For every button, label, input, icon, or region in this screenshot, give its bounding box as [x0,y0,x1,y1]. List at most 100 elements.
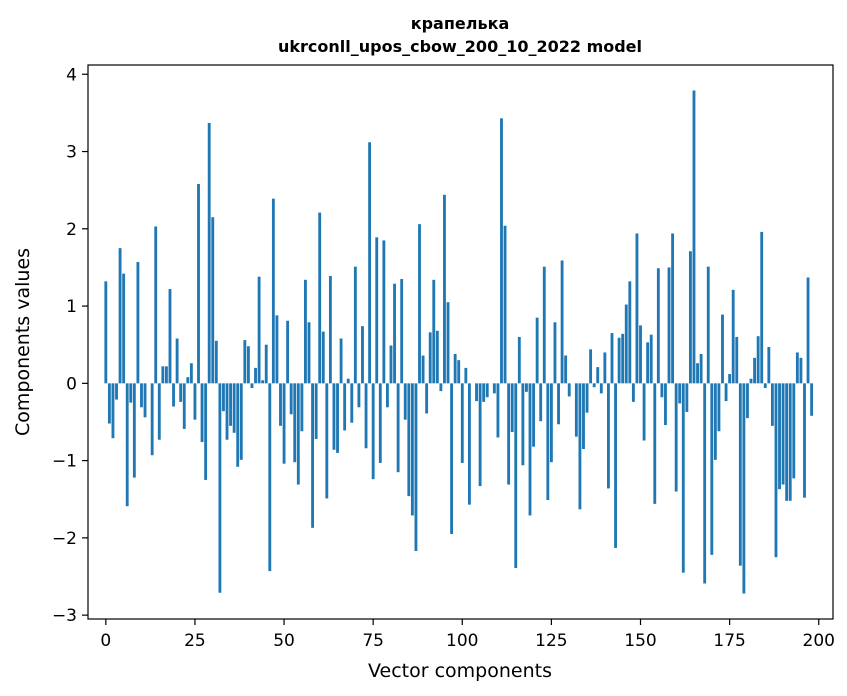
bar-43 [257,276,261,384]
y-axis-ticks: −3 −2 −1 0 1 2 3 4 [52,65,88,626]
bar-61 [321,331,325,384]
bar-85 [407,383,411,497]
bar-142 [610,333,614,384]
bar-102 [467,383,471,505]
y-tick-label: −3 [52,606,77,626]
bar-194 [795,352,799,384]
bar-183 [756,336,760,384]
bar-136 [589,349,593,384]
bar-38 [239,383,243,460]
bar-122 [539,383,543,422]
bar-74 [368,142,372,384]
bar-181 [749,378,753,384]
bar-190 [781,383,785,485]
bar-127 [557,383,560,425]
bar-94 [439,383,443,392]
bar-68 [346,378,350,384]
bar-104 [475,383,478,402]
y-tick-label: 3 [66,143,77,163]
bar-123 [542,266,546,384]
bar-198 [810,383,814,416]
bar-3 [115,383,118,400]
bar-132 [574,383,578,437]
bar-157 [664,383,667,426]
bar-93 [435,330,439,384]
bar-173 [721,314,724,384]
bar-49 [279,383,282,426]
bar-63 [328,275,332,384]
bar-121 [535,317,539,384]
bar-70 [353,266,357,384]
bar-80 [389,345,393,384]
bar-10 [140,383,143,408]
y-tick-label: 1 [66,297,77,317]
y-tick-label: 2 [66,220,77,240]
bar-46 [268,383,272,572]
bar-73 [364,383,368,449]
bar-156 [660,383,664,398]
bar-191 [785,383,789,501]
bar-158 [667,267,671,384]
bar-110 [496,383,500,438]
bar-196 [803,383,806,498]
chart-title-line1: крапелька [411,14,510,33]
bar-82 [396,383,400,473]
bar-112 [503,225,507,384]
bar-21 [179,383,183,402]
bar-13 [150,383,154,456]
x-tick-label: 175 [713,631,745,651]
bar-128 [560,260,564,384]
bar-166 [696,363,699,384]
bar-106 [482,383,486,402]
bar-92 [432,279,436,384]
x-tick-label: 25 [184,631,206,651]
x-tick-label: 50 [273,631,295,651]
bar-182 [753,357,757,384]
bar-163 [685,383,689,412]
bar-159 [671,233,675,384]
bar-171 [713,383,717,460]
bar-135 [585,383,589,413]
bar-27 [200,383,204,443]
bar-71 [357,383,361,408]
bar-52 [289,383,293,415]
bar-56 [304,279,307,384]
bar-141 [607,383,610,489]
bar-88 [418,224,421,384]
bar-36 [232,383,236,433]
bar-9 [136,262,140,384]
bar-109 [492,383,496,394]
bar-160 [674,383,678,492]
bar-59 [314,383,318,439]
bar-162 [681,383,685,573]
bar-87 [414,383,418,552]
bar-47 [271,198,275,384]
bar-65 [336,383,339,453]
bar-140 [603,352,607,384]
bar-167 [699,353,703,384]
y-tick-label: −2 [52,529,77,549]
bar-118 [525,383,528,392]
bar-187 [770,383,774,426]
bar-99 [457,360,461,384]
bar-176 [731,289,735,384]
bar-139 [599,383,603,394]
bar-95 [443,194,446,384]
bar-178 [738,383,742,566]
bar-58 [311,383,314,528]
bar-57 [307,322,311,384]
bar-60 [318,212,322,384]
bar-37 [236,383,240,467]
bar-28 [204,383,208,480]
x-tick-label: 200 [803,631,835,651]
bar-188 [774,383,778,558]
bar-24 [189,363,193,384]
bar-14 [154,226,158,384]
bar-134 [582,383,585,450]
bar-72 [361,326,364,384]
bar-168 [703,383,707,584]
bar-184 [760,231,764,384]
bar-197 [806,277,810,384]
bar-186 [767,347,771,384]
bar-55 [300,383,304,432]
